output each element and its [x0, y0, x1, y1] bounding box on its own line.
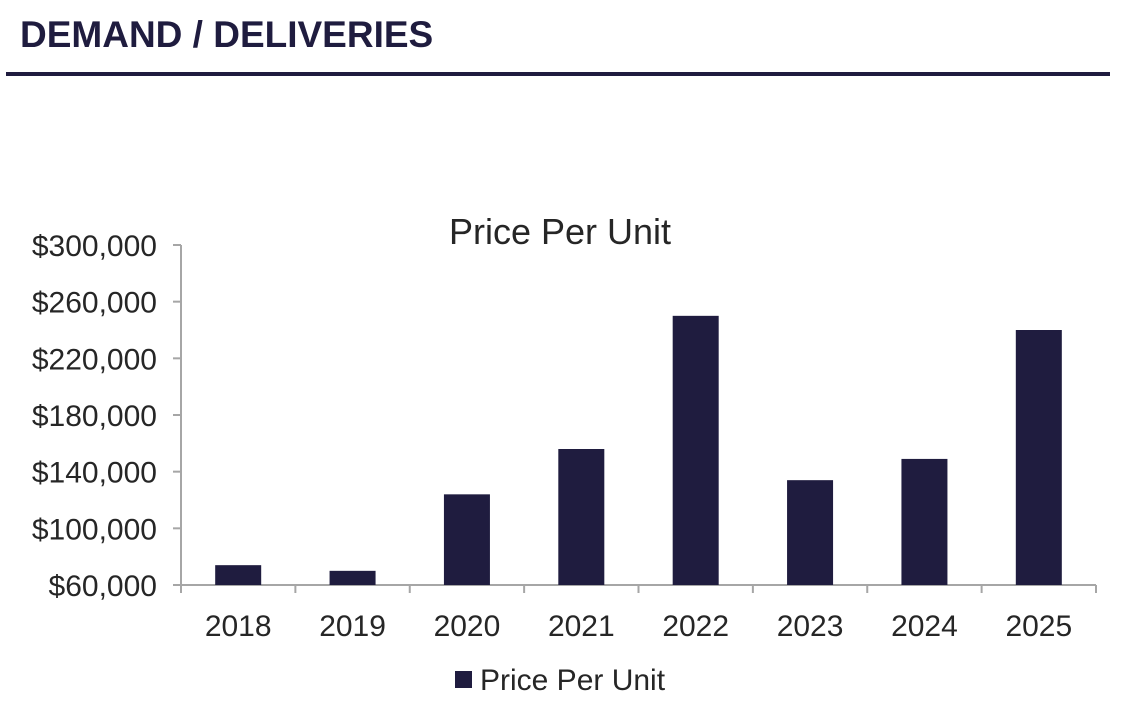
y-tick-label: $180,000	[32, 400, 157, 433]
y-tick-label: $300,000	[32, 230, 157, 263]
y-tick-label: $220,000	[32, 343, 157, 376]
x-tick-label: 2025	[1005, 610, 1072, 643]
x-tick-label: 2024	[891, 610, 958, 643]
bar-2019	[329, 570, 376, 585]
x-axis: 2018 2019 2020 2021 2022 2023 2024 2025	[180, 584, 1097, 643]
y-tick-label: $140,000	[32, 457, 157, 490]
legend-label: Price Per Unit	[480, 664, 666, 697]
page-header: DEMAND / DELIVERIES	[0, 0, 1131, 80]
bar-2024	[901, 458, 948, 585]
y-axis: $60,000 $100,000 $140,000 $180,000 $220,000 $…	[32, 230, 182, 603]
bar-2025	[1015, 330, 1062, 585]
y-tick-label: $100,000	[32, 513, 157, 546]
x-tick-label: 2021	[548, 610, 615, 643]
x-tick-label: 2020	[434, 610, 501, 643]
x-tick-label: 2023	[777, 610, 844, 643]
y-tick-label: $260,000	[32, 287, 157, 320]
bar-2018	[215, 565, 262, 585]
x-tick-label: 2022	[662, 610, 729, 643]
bar-2021	[558, 449, 605, 585]
bar-2023	[787, 480, 834, 585]
bar-2020	[443, 494, 490, 585]
bars-group	[215, 315, 1062, 585]
legend: Price Per Unit	[455, 664, 666, 697]
header-divider	[6, 72, 1110, 76]
x-tick-label: 2019	[319, 610, 386, 643]
legend-swatch	[455, 671, 472, 688]
bar-2022	[672, 315, 719, 585]
chart-title: Price Per Unit	[449, 211, 671, 252]
page-title: DEMAND / DELIVERIES	[20, 14, 434, 55]
y-tick-label: $60,000	[49, 570, 157, 603]
x-tick-label: 2018	[205, 610, 272, 643]
